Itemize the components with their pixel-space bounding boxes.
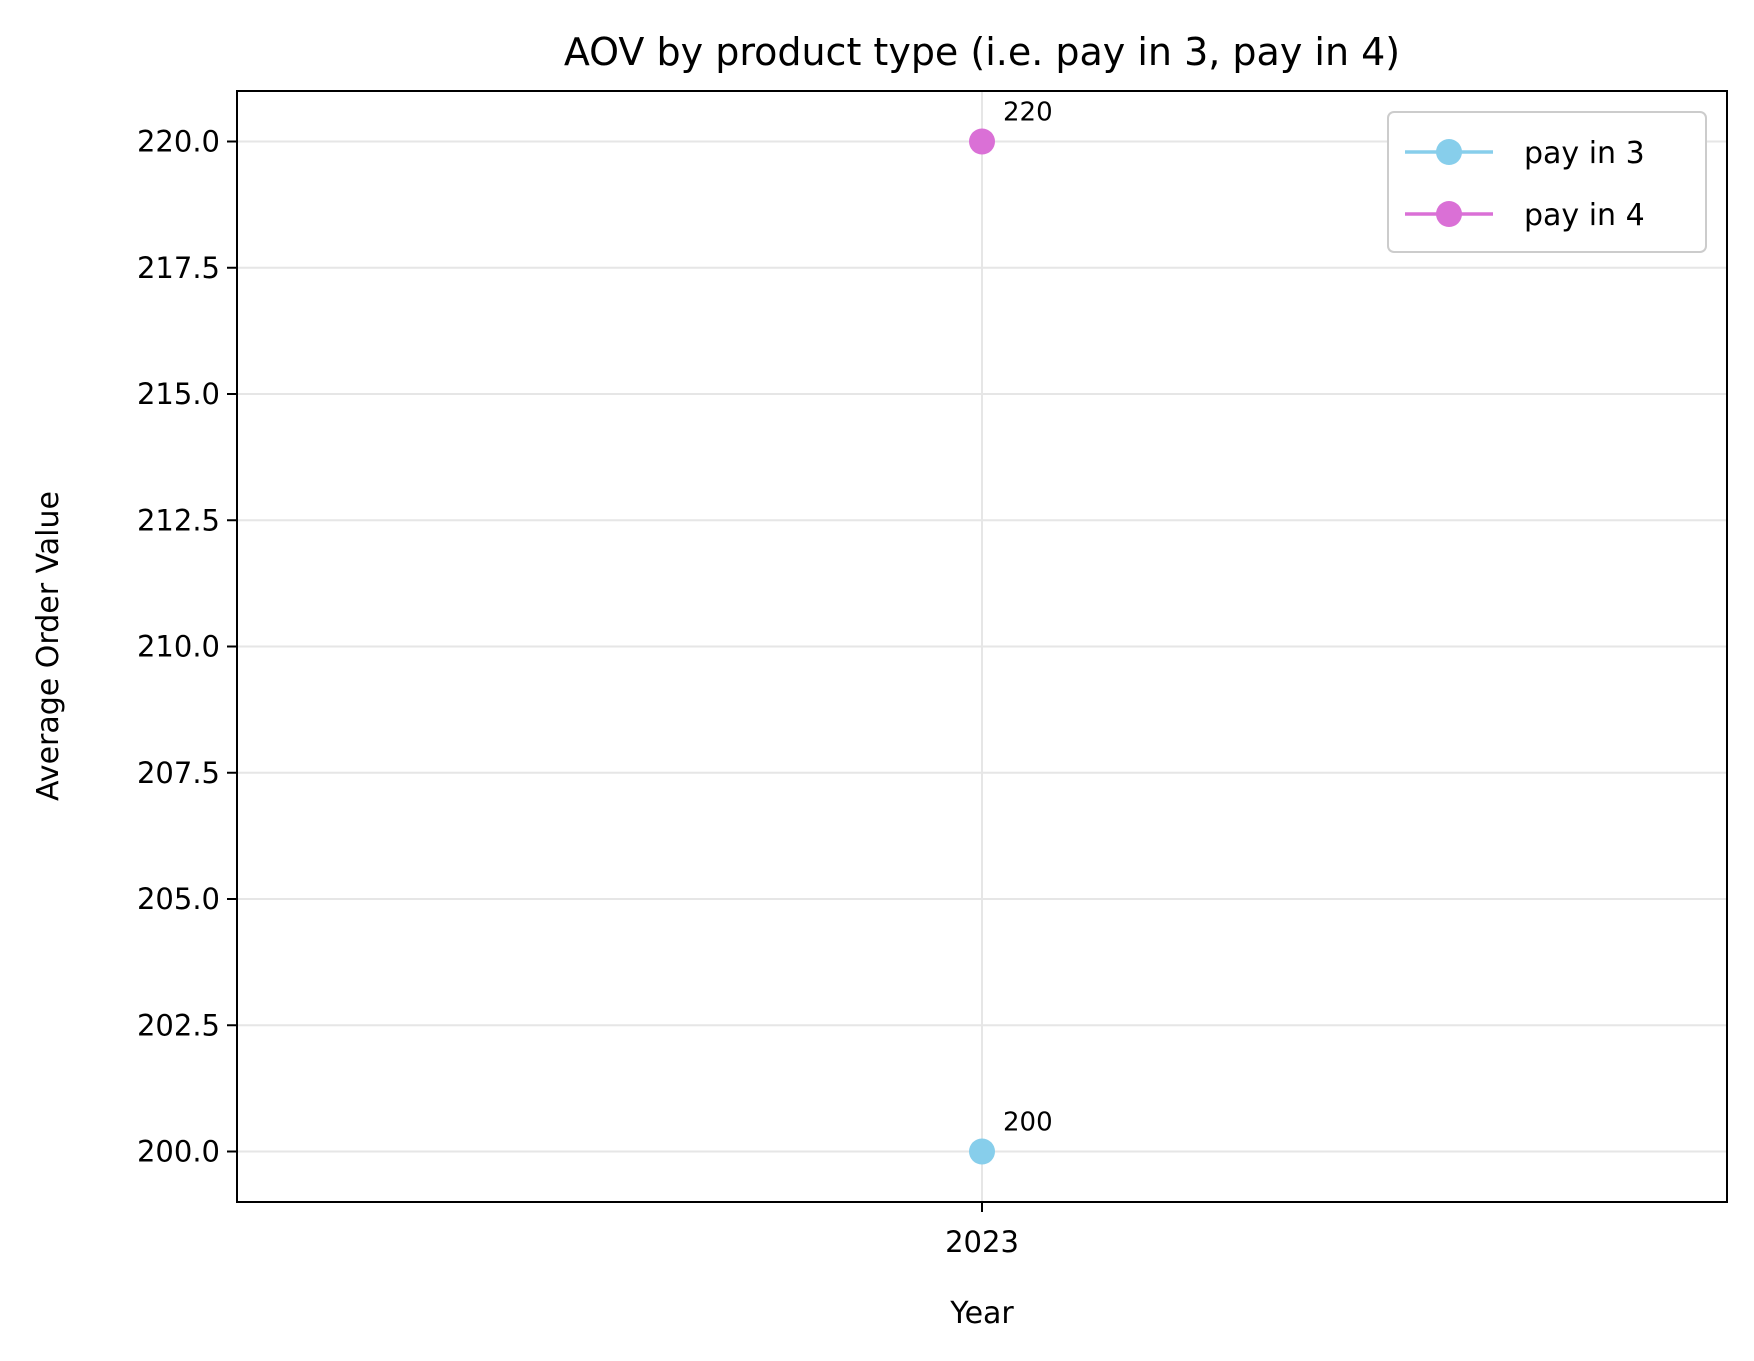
y-tick-label: 217.5 xyxy=(137,251,220,285)
legend-label: pay in 4 xyxy=(1524,198,1645,233)
legend-marker xyxy=(1436,139,1462,165)
y-tick-label: 200.0 xyxy=(137,1135,220,1169)
y-axis-label: Average Order Value xyxy=(31,491,66,801)
legend-box xyxy=(1387,111,1707,253)
x-tick-label: 2023 xyxy=(945,1225,1019,1259)
y-tick-label: 202.5 xyxy=(137,1008,220,1042)
legend: pay in 3 pay in 4 xyxy=(1387,111,1707,253)
y-tick-label: 212.5 xyxy=(137,503,220,537)
data-label: 200 xyxy=(1003,1108,1053,1138)
legend-marker xyxy=(1436,201,1462,227)
y-tick-label: 210.0 xyxy=(137,630,220,664)
y-axis-ticks: 200.0 202.5 205.0 207.5 210.0 212.5 215.0 217.5… xyxy=(137,125,237,1169)
chart-title: AOV by product type (i.e. pay in 3, pay … xyxy=(564,30,1400,74)
y-tick-label: 205.0 xyxy=(137,882,220,916)
x-axis-ticks: 2023 xyxy=(945,1202,1019,1259)
y-tick-label: 207.5 xyxy=(137,756,220,790)
x-axis-label: Year xyxy=(949,1296,1014,1331)
y-tick-label: 215.0 xyxy=(137,377,220,411)
y-tick-label: 220.0 xyxy=(137,125,220,159)
data-point xyxy=(969,128,995,155)
legend-label: pay in 3 xyxy=(1524,136,1645,171)
data-label: 220 xyxy=(1003,98,1053,128)
data-point xyxy=(969,1138,995,1165)
series-layer: 200 220 xyxy=(969,98,1053,1165)
